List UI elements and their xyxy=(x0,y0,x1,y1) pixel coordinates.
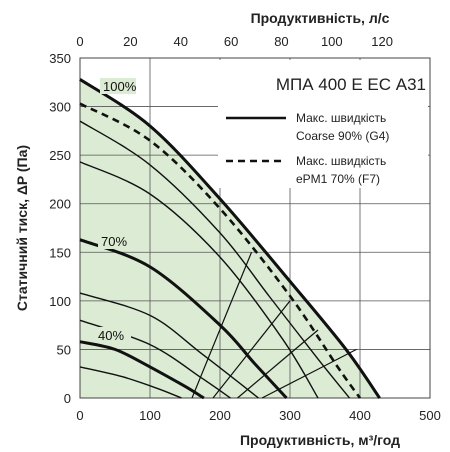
x-tick-label: 100 xyxy=(139,408,161,423)
x-tick-label: 300 xyxy=(279,408,301,423)
curve-label-bg xyxy=(100,78,136,94)
series-epm1-line xyxy=(79,102,362,399)
system-curve xyxy=(212,300,291,399)
y-tick-label: 100 xyxy=(49,294,71,309)
series-s80-line xyxy=(79,161,319,399)
series-s40-line xyxy=(79,340,205,400)
x-axis-title: Продуктивність, м³/год xyxy=(240,432,400,448)
y-tick-label: 0 xyxy=(64,391,71,406)
x-tick-label: 200 xyxy=(209,408,231,423)
x-tick-label: 500 xyxy=(419,408,441,423)
legend-item-line1: Макс. швидкість xyxy=(296,111,386,125)
curve-label-bg xyxy=(95,327,131,343)
x2-tick-label: 100 xyxy=(321,34,343,49)
x2-tick-label: 0 xyxy=(76,34,83,49)
curve-label: 100% xyxy=(103,79,137,94)
curve-label: 70% xyxy=(101,234,127,249)
x2-tick-label: 40 xyxy=(173,34,187,49)
system-curve xyxy=(237,329,319,399)
series-s60-line xyxy=(79,292,259,399)
curve-label: 40% xyxy=(98,328,124,343)
x2-tick-label: 60 xyxy=(224,34,238,49)
x2-tick-label: 120 xyxy=(371,34,393,49)
x2-axis-title: Продуктивність, л/с xyxy=(251,10,390,26)
series-s90-line xyxy=(79,120,351,399)
x-tick-label: 0 xyxy=(76,408,83,423)
x-tick-label: 400 xyxy=(349,408,371,423)
y-tick-label: 300 xyxy=(49,100,71,115)
y-tick-label: 350 xyxy=(49,51,71,66)
y-tick-label: 250 xyxy=(49,148,71,163)
legend-item-line2: Coarse 90% (G4) xyxy=(296,129,389,143)
y-tick-label: 50 xyxy=(57,342,71,357)
x2-tick-label: 80 xyxy=(274,34,288,49)
series-s70-line xyxy=(79,238,288,400)
plot-frame xyxy=(79,57,431,399)
legend-item-line2: ePM1 70% (F7) xyxy=(296,172,380,186)
y-axis-title: Статичний тиск, ΔP (Па) xyxy=(14,145,30,311)
x2-tick-label: 20 xyxy=(123,34,137,49)
legend-item-line1: Макс. швидкість xyxy=(296,154,386,168)
curve-label-bg xyxy=(98,233,134,249)
legend-background xyxy=(218,60,428,188)
series-s30-line xyxy=(79,366,182,399)
y-tick-label: 200 xyxy=(49,197,71,212)
y-tick-label: 150 xyxy=(49,245,71,260)
chart-title: МПА 400 Е ЕС А31 xyxy=(276,75,426,94)
series-coarse-line xyxy=(79,78,381,399)
